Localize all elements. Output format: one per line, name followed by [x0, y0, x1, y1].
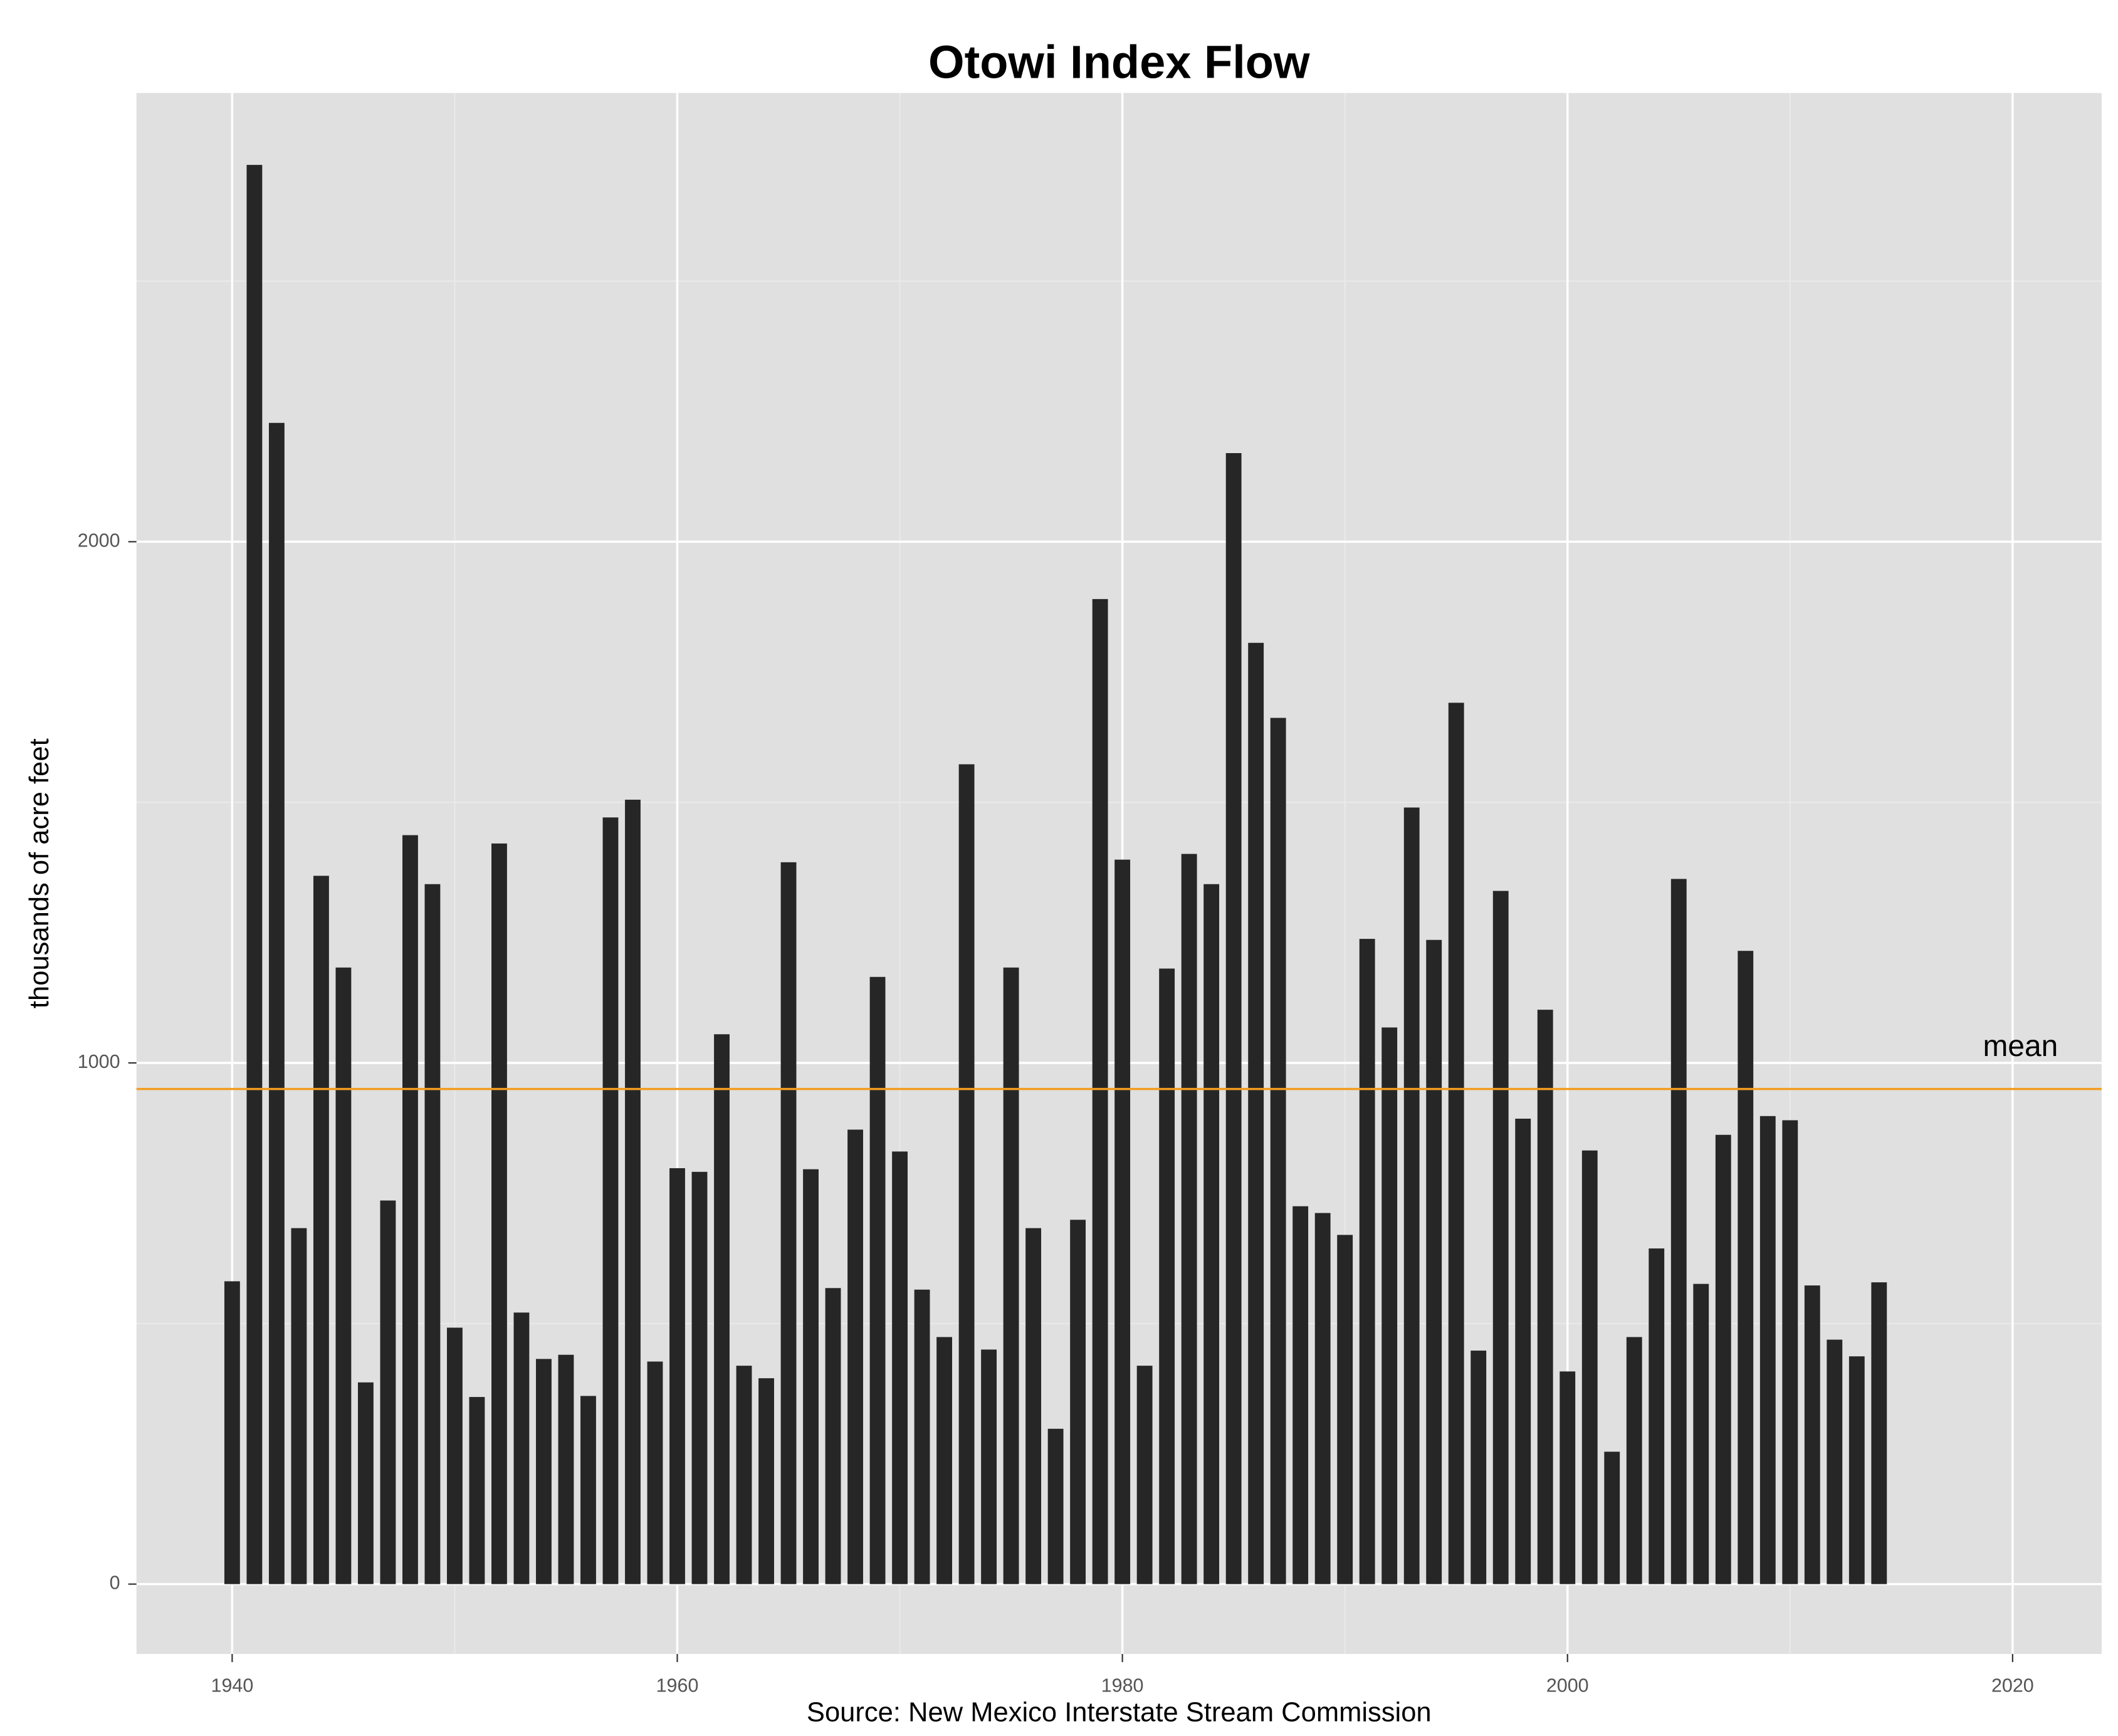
bar	[1604, 1451, 1620, 1584]
bar	[1114, 859, 1131, 1584]
bar	[380, 1200, 396, 1584]
caption: Source: New Mexico Interstate Stream Com…	[807, 1697, 1432, 1727]
bar	[291, 1228, 307, 1584]
bar	[847, 1129, 863, 1584]
bar	[780, 862, 797, 1584]
bar	[1337, 1235, 1353, 1584]
y-axis-label: thousands of acre feet	[24, 738, 55, 1008]
x-tick-label: 2000	[1546, 1675, 1589, 1696]
bar	[358, 1382, 374, 1584]
bar	[536, 1359, 552, 1584]
bar	[825, 1288, 841, 1584]
bar	[647, 1361, 663, 1584]
bar	[691, 1171, 708, 1584]
bar	[580, 1396, 596, 1584]
bar	[1804, 1285, 1820, 1584]
bar	[714, 1034, 730, 1584]
bar	[1092, 599, 1108, 1584]
bar	[892, 1151, 908, 1584]
bar	[1848, 1356, 1865, 1584]
bar	[758, 1378, 774, 1584]
bar	[1070, 1220, 1086, 1584]
bar	[958, 764, 975, 1584]
bar	[1047, 1428, 1064, 1584]
bar	[1248, 642, 1264, 1584]
bar	[1426, 939, 1442, 1584]
bar	[1738, 951, 1754, 1584]
bar	[268, 422, 285, 1584]
bar	[1471, 1351, 1487, 1584]
bar	[1782, 1120, 1798, 1584]
bar	[513, 1312, 530, 1584]
bar	[1381, 1027, 1398, 1584]
bar	[914, 1289, 930, 1584]
bar	[869, 976, 886, 1584]
bar	[1203, 884, 1220, 1584]
bar	[625, 800, 641, 1584]
bar	[1670, 879, 1687, 1584]
bar	[1314, 1213, 1331, 1584]
chart-title: Otowi Index Flow	[928, 36, 1310, 88]
bar	[1270, 718, 1286, 1584]
bar	[1003, 967, 1019, 1584]
bar	[1025, 1228, 1042, 1584]
bar	[669, 1168, 685, 1584]
bar	[981, 1349, 997, 1584]
bar	[1715, 1134, 1731, 1584]
y-tick-label: 0	[110, 1572, 120, 1594]
y-tick-label: 2000	[78, 530, 120, 551]
bar	[1759, 1116, 1776, 1584]
x-tick-label: 1960	[656, 1675, 699, 1696]
bar	[1871, 1282, 1887, 1584]
bar	[936, 1337, 953, 1584]
bar	[736, 1366, 752, 1584]
bar	[246, 165, 263, 1584]
bar	[1626, 1337, 1642, 1584]
bar	[1225, 453, 1242, 1584]
bar	[1492, 891, 1509, 1584]
bar	[1359, 939, 1375, 1584]
bar	[1581, 1150, 1598, 1584]
bar	[1693, 1284, 1709, 1584]
bar	[224, 1281, 240, 1584]
bar	[1560, 1371, 1576, 1584]
bar	[313, 876, 329, 1584]
bar	[1159, 968, 1175, 1584]
bar	[1448, 703, 1464, 1584]
bar	[491, 843, 507, 1584]
mean-label: mean	[1983, 1030, 2058, 1063]
bar	[402, 835, 418, 1584]
x-tick-label: 1940	[211, 1675, 254, 1696]
bar	[558, 1354, 574, 1584]
bar	[602, 817, 619, 1584]
bar	[447, 1327, 463, 1584]
bar	[803, 1169, 819, 1584]
bar	[1181, 854, 1197, 1584]
bar	[424, 884, 441, 1584]
bar	[1515, 1118, 1531, 1584]
bar	[1827, 1339, 1843, 1584]
bar	[1403, 807, 1420, 1584]
bar	[1292, 1206, 1309, 1584]
bar	[1136, 1366, 1153, 1584]
bar	[1649, 1248, 1665, 1584]
y-tick-label: 1000	[78, 1051, 120, 1072]
bar	[1537, 1010, 1553, 1584]
x-tick-label: 2020	[1991, 1675, 2034, 1696]
bar	[469, 1397, 485, 1584]
bar	[335, 967, 352, 1584]
x-tick-label: 1980	[1101, 1675, 1144, 1696]
